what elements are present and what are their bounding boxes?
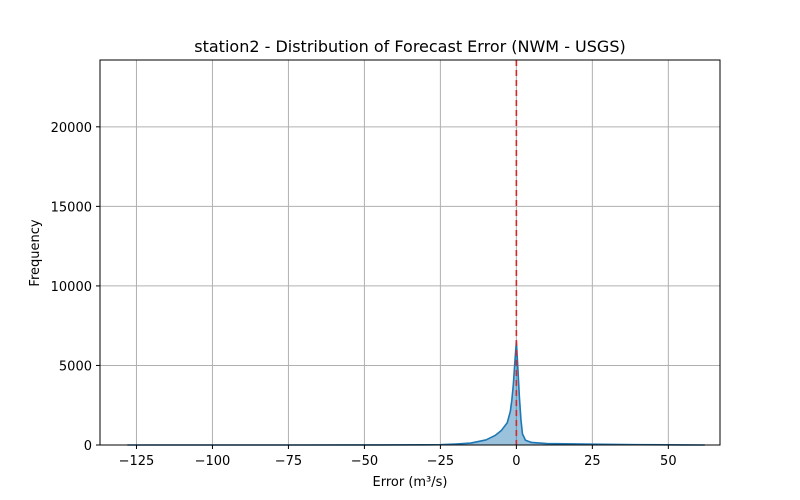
chart-title: station2 - Distribution of Forecast Erro… (194, 37, 625, 56)
y-axis-ticks: 0 5000 10000 15000 20000 (51, 121, 100, 454)
x-axis-ticks: −125 −100 −75 −50 −25 0 25 50 (119, 445, 677, 469)
x-tick-label: −100 (195, 454, 231, 469)
x-axis-label: Error (m³/s) (373, 475, 448, 490)
x-tick-label: −50 (351, 454, 378, 469)
x-tick-label: −25 (427, 454, 454, 469)
x-tick-label: 0 (512, 454, 520, 469)
y-tick-label: 15000 (51, 200, 92, 215)
y-tick-label: 0 (84, 439, 92, 454)
y-tick-label: 10000 (51, 280, 92, 295)
y-tick-label: 5000 (59, 359, 92, 374)
axes-frame (99, 59, 721, 446)
y-axis-label: Frequency (28, 219, 43, 286)
x-tick-label: −75 (275, 454, 302, 469)
y-tick-label: 20000 (51, 121, 92, 136)
x-tick-label: −125 (119, 454, 155, 469)
x-tick-label: 50 (660, 454, 677, 469)
x-tick-label: 25 (584, 454, 601, 469)
